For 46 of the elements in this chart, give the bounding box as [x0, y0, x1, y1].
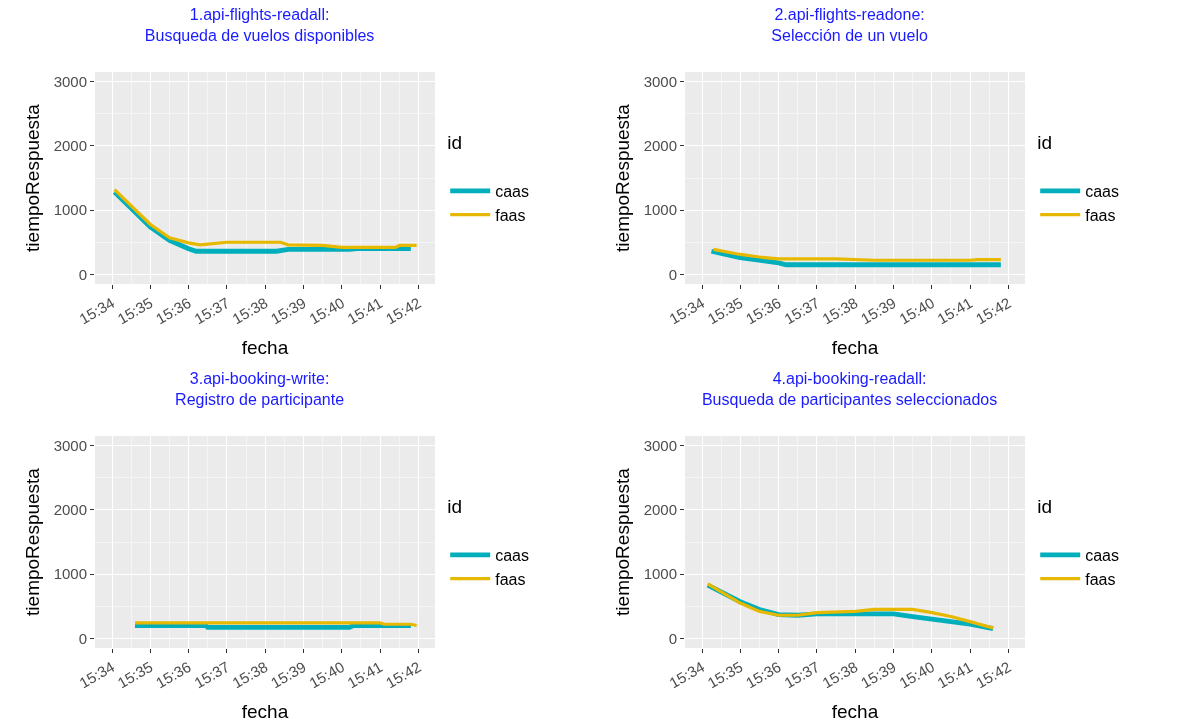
line-series: [709, 248, 1004, 268]
y-tick-label: 1000: [643, 201, 677, 219]
legend-title: id: [447, 496, 462, 518]
y-tick-label: 3000: [53, 436, 87, 454]
y-tick-label: 2000: [643, 137, 677, 155]
y-tick-label: 0: [78, 265, 87, 283]
legend-label: caas: [495, 183, 529, 201]
y-tick-label: 3000: [643, 72, 677, 90]
x-tick-label: 15:41: [934, 293, 976, 328]
chart-title: 2.api-flights-readone: Selección de un vuelo: [771, 6, 928, 44]
x-tick-label: 15:41: [934, 657, 976, 692]
y-tick-label: 0: [668, 629, 677, 647]
chart-title: 1.api-flights-readall: Busqueda de vuelos disponibles: [144, 6, 375, 44]
line-series: [711, 247, 1003, 262]
y-tick-label: 0: [78, 629, 87, 647]
x-axis-title: fecha: [831, 701, 879, 723]
legend-label: caas: [1085, 547, 1119, 565]
legend-label: caas: [495, 547, 529, 565]
y-tick-label: 2000: [53, 501, 87, 519]
y-axis-title: tiempoRespuesta: [612, 467, 634, 616]
y-tick-label: 2000: [53, 137, 87, 155]
x-axis-title: fecha: [241, 337, 289, 359]
x-axis-title: fecha: [241, 701, 289, 723]
x-tick-label: 15:41: [344, 657, 386, 692]
y-tick-label: 1000: [53, 201, 87, 219]
y-tick-label: 1000: [53, 565, 87, 583]
legend-title: id: [1037, 496, 1052, 518]
x-tick-label: 15:41: [344, 293, 386, 328]
y-tick-label: 2000: [643, 501, 677, 519]
x-axis-title: fecha: [831, 337, 879, 359]
legend-title: id: [447, 132, 462, 154]
legend-label: faas: [1085, 206, 1116, 224]
legend-label: faas: [495, 206, 526, 224]
y-axis-title: tiempoRespuesta: [22, 103, 44, 252]
y-tick-label: 0: [668, 265, 677, 283]
y-tick-label: 1000: [643, 565, 677, 583]
legend-title: id: [1037, 132, 1052, 154]
chart-title: 4.api-booking-readall: Busqueda de participantes seleccionados: [701, 370, 998, 408]
chart-title: 3.api-booking-write: Registro de participante: [175, 370, 345, 408]
y-axis-title: tiempoRespuesta: [22, 467, 44, 616]
y-axis-title: tiempoRespuesta: [612, 103, 634, 252]
y-tick-label: 3000: [53, 72, 87, 90]
legend-label: caas: [1085, 183, 1119, 201]
legend-label: faas: [1085, 570, 1116, 588]
y-tick-label: 3000: [643, 436, 677, 454]
legend-label: faas: [495, 570, 526, 588]
